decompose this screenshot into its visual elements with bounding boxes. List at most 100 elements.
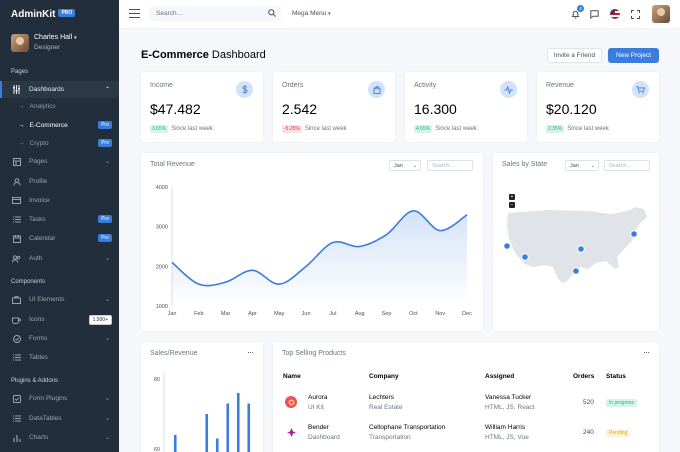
sidebar-item-label: DataTables [29,415,62,422]
stat-change-badge: 2.35% [546,125,565,133]
card-title: Total Revenue [150,161,195,168]
column-header-status[interactable]: Status [606,373,626,380]
sidebar-item-label: Crypto [29,140,49,147]
sidebar-item-forms[interactable]: Forms ⌄ [0,330,119,347]
more-options-icon[interactable]: ··· [643,347,650,357]
company-name: Cellophane Transportation [369,424,446,431]
map-search-input[interactable]: Search... [604,160,650,171]
stat-note: Since last week [435,126,477,132]
page-title-bold: E-Commerce [141,49,209,61]
stat-change-badge: 3.65% [150,125,169,133]
sidebar-item-icons[interactable]: Icons 1.500+ [0,311,119,328]
stat-label: Activity [414,82,437,89]
sidebar-item-auth[interactable]: Auth ⌄ [0,250,119,267]
month-select[interactable]: Jan ⌄ [565,160,599,171]
us-map-shape [507,207,647,283]
bell-icon[interactable]: 4 [568,5,584,21]
chevron-down-icon: ⌄ [104,435,110,441]
fullscreen-icon[interactable] [628,7,642,21]
dollar-icon [236,81,253,98]
stat-label: Revenue [546,82,575,89]
sidebar: AdminKit PRO Charles Hall ▾ Designer Page… [0,0,119,452]
product-logo-icon [285,426,297,438]
sidebar-item-tasks[interactable]: Tasks Pro [0,211,119,228]
more-options-icon[interactable]: ··· [247,347,254,357]
sales-bar-chart: 60 80 [154,372,251,452]
product-type: Dashboard [308,433,340,441]
map-marker[interactable] [521,253,529,261]
menu-toggle-icon[interactable] [129,9,140,18]
pro-badge: Pro [98,215,112,223]
sidebar-item-calendar[interactable]: Calendar Pro [0,230,119,247]
layout-icon [12,157,21,166]
search-icon[interactable] [268,9,276,19]
arrow-right-icon: → [18,122,25,129]
column-header-orders[interactable]: Orders [573,373,595,380]
user-icon [12,177,21,186]
column-header-company[interactable]: Company [369,373,399,380]
map-marker[interactable] [577,245,585,253]
invite-friend-button[interactable]: Invite a Friend [547,48,602,63]
sidebar-item-label: UI Elements [29,296,65,303]
sidebar-item-label: Pages [29,158,48,165]
stat-label: Orders [282,82,304,89]
stat-card-orders: Orders 2.542 -5.25% Since last week [273,72,395,142]
map-marker[interactable] [572,267,580,275]
sidebar-item-charts[interactable]: Charts ⌄ [0,429,119,446]
sidebar-item-form-plugins[interactable]: Form Plugins ⌄ [0,390,119,407]
y-tick-label: 60 [154,447,160,452]
notification-count-badge: 4 [577,5,584,12]
avatar[interactable] [652,5,670,23]
user-profile[interactable]: Charles Hall ▾ Designer [11,33,77,53]
sidebar-subitem-ecommerce[interactable]: → E-Commerce Pro [0,117,119,134]
bar [173,435,177,452]
sidebar-item-invoice[interactable]: Invoice [0,192,119,209]
mega-menu-dropdown[interactable]: Mega Menu ▾ [292,10,331,17]
product-logo-icon [285,396,297,408]
sidebar-subitem-crypto[interactable]: → Crypto Pro [0,135,119,152]
sidebar-item-profile[interactable]: Profile [0,173,119,190]
sidebar-item-datatables[interactable]: DataTables ⌄ [0,410,119,427]
assignee-name: William Harris [485,424,526,431]
stat-card-activity: Activity 16.300 4.65% Since last week [405,72,527,142]
pro-badge: Pro [98,121,112,129]
product-name: Aurora [308,394,328,401]
language-flag-icon[interactable] [608,7,622,21]
sales-by-state-card: Sales by State Jan ⌄ Search... + − [493,153,659,331]
map-marker[interactable] [630,230,638,238]
new-project-button[interactable]: New Project [608,48,659,63]
brand-name: AdminKit [11,9,56,20]
column-header-assigned[interactable]: Assigned [485,373,515,380]
stat-label: Income [150,82,173,89]
x-tick-label: Jun [302,311,311,317]
stat-value: $47.482 [150,101,201,117]
sidebar-item-tables[interactable]: Tables [0,349,119,366]
orders-count: 520 [583,399,594,406]
chevron-down-icon: ⌄ [590,163,595,169]
stat-value: 16.300 [414,101,457,117]
assignee-skills: HTML, JS, React [485,403,535,411]
map-marker[interactable] [503,242,511,250]
sidebar-item-label: E-Commerce [29,122,68,129]
sidebar-item-pages[interactable]: Pages ⌄ [0,153,119,170]
top-selling-card: Top Selling Products ··· [273,342,659,452]
chevron-down-icon: ⌄ [104,336,110,342]
assignee-name: Vanessa Tucker [485,394,532,401]
card-title: Sales by State [502,161,548,168]
brand-logo[interactable]: AdminKit PRO [11,9,76,20]
zoom-in-button[interactable]: + [509,194,515,200]
sidebar-subitem-analytics[interactable]: → Analytics [0,98,119,115]
sidebar-item-label: Icons [29,316,45,323]
message-icon[interactable] [587,7,601,21]
month-select[interactable]: Jan ⌄ [389,160,421,171]
sidebar-item-dashboards[interactable]: Dashboards ⌃ [0,81,119,98]
search-input[interactable]: Search… [149,6,281,21]
bar [215,438,219,452]
company-industry: Real Estate [369,403,403,411]
column-header-name[interactable]: Name [283,373,301,380]
stat-note: Since last week [567,126,609,132]
zoom-out-button[interactable]: − [509,202,515,208]
sidebar-item-ui-elements[interactable]: UI Elements ⌄ [0,291,119,308]
revenue-area [172,210,467,306]
chart-search-input[interactable]: Search... [427,160,473,171]
